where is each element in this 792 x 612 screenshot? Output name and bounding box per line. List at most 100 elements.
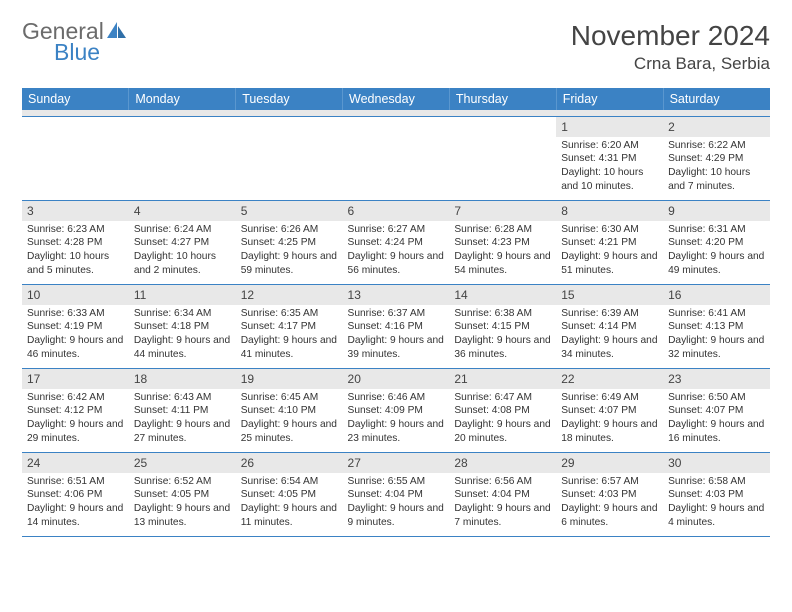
day-cell: 24 Sunrise: 6:51 AMSunset: 4:06 PMDayligh… xyxy=(22,452,129,536)
sunrise-text: Sunrise: 6:34 AM xyxy=(134,307,231,321)
sunset-text: Sunset: 4:09 PM xyxy=(348,404,445,418)
sunrise-text: Sunrise: 6:54 AM xyxy=(241,475,338,489)
daylight-text: Daylight: 9 hours and 23 minutes. xyxy=(348,418,445,446)
daylight-text: Daylight: 9 hours and 27 minutes. xyxy=(134,418,231,446)
sunset-text: Sunset: 4:17 PM xyxy=(241,320,338,334)
day-cell: 15Sunrise: 6:39 AMSunset: 4:14 PMDayligh… xyxy=(556,284,663,368)
sunset-text: Sunset: 4:18 PM xyxy=(134,320,231,334)
day-cell: 26Sunrise: 6:54 AMSunset: 4:05 PMDayligh… xyxy=(236,452,343,536)
day-text: Sunrise: 6:42 AMSunset: 4:12 PMDaylight:… xyxy=(22,389,129,450)
day-number: 12 xyxy=(236,285,343,305)
day-text: Sunrise: 6:46 AMSunset: 4:09 PMDaylight:… xyxy=(343,389,450,450)
day-cell: 5Sunrise: 6:26 AMSunset: 4:25 PMDaylight… xyxy=(236,200,343,284)
day-cell: 21Sunrise: 6:47 AMSunset: 4:08 PMDayligh… xyxy=(449,368,556,452)
daylight-text: Daylight: 9 hours and 14 minutes. xyxy=(27,502,124,530)
day-cell: 3Sunrise: 6:23 AMSunset: 4:28 PMDaylight… xyxy=(22,200,129,284)
day-number: 30 xyxy=(663,453,770,473)
day-number: 15 xyxy=(556,285,663,305)
day-number: 1 xyxy=(556,117,663,137)
day-text: Sunrise: 6:56 AMSunset: 4:04 PMDaylight:… xyxy=(449,473,556,534)
day-text: Sunrise: 6:55 AMSunset: 4:04 PMDaylight:… xyxy=(343,473,450,534)
sunset-text: Sunset: 4:04 PM xyxy=(454,488,551,502)
daylight-text: Daylight: 10 hours and 7 minutes. xyxy=(668,166,765,194)
page-header: General Blue November 2024 Crna Bara, Se… xyxy=(22,20,770,74)
dayhead-fri: Friday xyxy=(556,88,663,110)
day-cell: 29Sunrise: 6:57 AMSunset: 4:03 PMDayligh… xyxy=(556,452,663,536)
day-cell: 4Sunrise: 6:24 AMSunset: 4:27 PMDaylight… xyxy=(129,200,236,284)
day-number: 28 xyxy=(449,453,556,473)
day-cell: 28Sunrise: 6:56 AMSunset: 4:04 PMDayligh… xyxy=(449,452,556,536)
sunrise-text: Sunrise: 6:45 AM xyxy=(241,391,338,405)
daylight-text: Daylight: 9 hours and 4 minutes. xyxy=(668,502,765,530)
day-text: Sunrise: 6:38 AMSunset: 4:15 PMDaylight:… xyxy=(449,305,556,366)
sunrise-text: Sunrise: 6:39 AM xyxy=(561,307,658,321)
sunrise-text: Sunrise: 6:37 AM xyxy=(348,307,445,321)
daylight-text: Daylight: 9 hours and 44 minutes. xyxy=(134,334,231,362)
day-text: Sunrise: 6:39 AMSunset: 4:14 PMDaylight:… xyxy=(556,305,663,366)
week-row: 10Sunrise: 6:33 AMSunset: 4:19 PMDayligh… xyxy=(22,284,770,368)
sunset-text: Sunset: 4:15 PM xyxy=(454,320,551,334)
daylight-text: Daylight: 9 hours and 49 minutes. xyxy=(668,250,765,278)
day-number: 6 xyxy=(343,201,450,221)
sunrise-text: Sunrise: 6:51 AM xyxy=(27,475,124,489)
day-text: Sunrise: 6:28 AMSunset: 4:23 PMDaylight:… xyxy=(449,221,556,282)
month-title: November 2024 xyxy=(571,20,770,52)
sunset-text: Sunset: 4:05 PM xyxy=(134,488,231,502)
week-row: 17Sunrise: 6:42 AMSunset: 4:12 PMDayligh… xyxy=(22,368,770,452)
day-number: 22 xyxy=(556,369,663,389)
day-number: 16 xyxy=(663,285,770,305)
sunset-text: Sunset: 4:19 PM xyxy=(27,320,124,334)
week-row: 24Sunrise: 6:51 AMSunset: 4:06 PMDayligh… xyxy=(22,452,770,536)
day-text: Sunrise: 6:35 AMSunset: 4:17 PMDaylight:… xyxy=(236,305,343,366)
daylight-text: Daylight: 9 hours and 6 minutes. xyxy=(561,502,658,530)
day-text: Sunrise: 6:24 AMSunset: 4:27 PMDaylight:… xyxy=(129,221,236,282)
sunset-text: Sunset: 4:29 PM xyxy=(668,152,765,166)
day-number: 7 xyxy=(449,201,556,221)
day-cell: 23Sunrise: 6:50 AMSunset: 4:07 PMDayligh… xyxy=(663,368,770,452)
daylight-text: Daylight: 9 hours and 56 minutes. xyxy=(348,250,445,278)
day-number: 4 xyxy=(129,201,236,221)
sunset-text: Sunset: 4:27 PM xyxy=(134,236,231,250)
day-text: Sunrise: 6:27 AMSunset: 4:24 PMDaylight:… xyxy=(343,221,450,282)
day-text: Sunrise: 6:43 AMSunset: 4:11 PMDaylight:… xyxy=(129,389,236,450)
day-cell: 14Sunrise: 6:38 AMSunset: 4:15 PMDayligh… xyxy=(449,284,556,368)
day-cell: 17Sunrise: 6:42 AMSunset: 4:12 PMDayligh… xyxy=(22,368,129,452)
calendar-body: ....................1Sunrise: 6:20 AMSun… xyxy=(22,116,770,536)
logo: General Blue xyxy=(22,20,128,64)
sunset-text: Sunset: 4:21 PM xyxy=(561,236,658,250)
sunset-text: Sunset: 4:12 PM xyxy=(27,404,124,418)
sunrise-text: Sunrise: 6:22 AM xyxy=(668,139,765,153)
day-text: Sunrise: 6:20 AMSunset: 4:31 PMDaylight:… xyxy=(556,137,663,198)
calendar-table: Sunday Monday Tuesday Wednesday Thursday… xyxy=(22,88,770,537)
daylight-text: Daylight: 10 hours and 2 minutes. xyxy=(134,250,231,278)
sunrise-text: Sunrise: 6:43 AM xyxy=(134,391,231,405)
day-text: Sunrise: 6:47 AMSunset: 4:08 PMDaylight:… xyxy=(449,389,556,450)
day-cell: 13Sunrise: 6:37 AMSunset: 4:16 PMDayligh… xyxy=(343,284,450,368)
day-number: 3 xyxy=(22,201,129,221)
week-row: ....................1Sunrise: 6:20 AMSun… xyxy=(22,116,770,200)
day-number: 24 xyxy=(22,453,129,473)
logo-word2: Blue xyxy=(54,41,128,64)
daylight-text: Daylight: 9 hours and 9 minutes. xyxy=(348,502,445,530)
sunrise-text: Sunrise: 6:33 AM xyxy=(27,307,124,321)
sunset-text: Sunset: 4:31 PM xyxy=(561,152,658,166)
sunset-text: Sunset: 4:14 PM xyxy=(561,320,658,334)
sunrise-text: Sunrise: 6:50 AM xyxy=(668,391,765,405)
day-text: Sunrise: 6:26 AMSunset: 4:25 PMDaylight:… xyxy=(236,221,343,282)
dayhead-wed: Wednesday xyxy=(343,88,450,110)
week-row: 3Sunrise: 6:23 AMSunset: 4:28 PMDaylight… xyxy=(22,200,770,284)
sunset-text: Sunset: 4:11 PM xyxy=(134,404,231,418)
day-number: 17 xyxy=(22,369,129,389)
day-number: 23 xyxy=(663,369,770,389)
daylight-text: Daylight: 10 hours and 5 minutes. xyxy=(27,250,124,278)
sunset-text: Sunset: 4:06 PM xyxy=(27,488,124,502)
dayhead-tue: Tuesday xyxy=(236,88,343,110)
sunset-text: Sunset: 4:24 PM xyxy=(348,236,445,250)
day-number: 9 xyxy=(663,201,770,221)
day-number: 10 xyxy=(22,285,129,305)
daylight-text: Daylight: 9 hours and 46 minutes. xyxy=(27,334,124,362)
day-number: 8 xyxy=(556,201,663,221)
daylight-text: Daylight: 9 hours and 13 minutes. xyxy=(134,502,231,530)
day-cell: 25Sunrise: 6:52 AMSunset: 4:05 PMDayligh… xyxy=(129,452,236,536)
day-number: 29 xyxy=(556,453,663,473)
